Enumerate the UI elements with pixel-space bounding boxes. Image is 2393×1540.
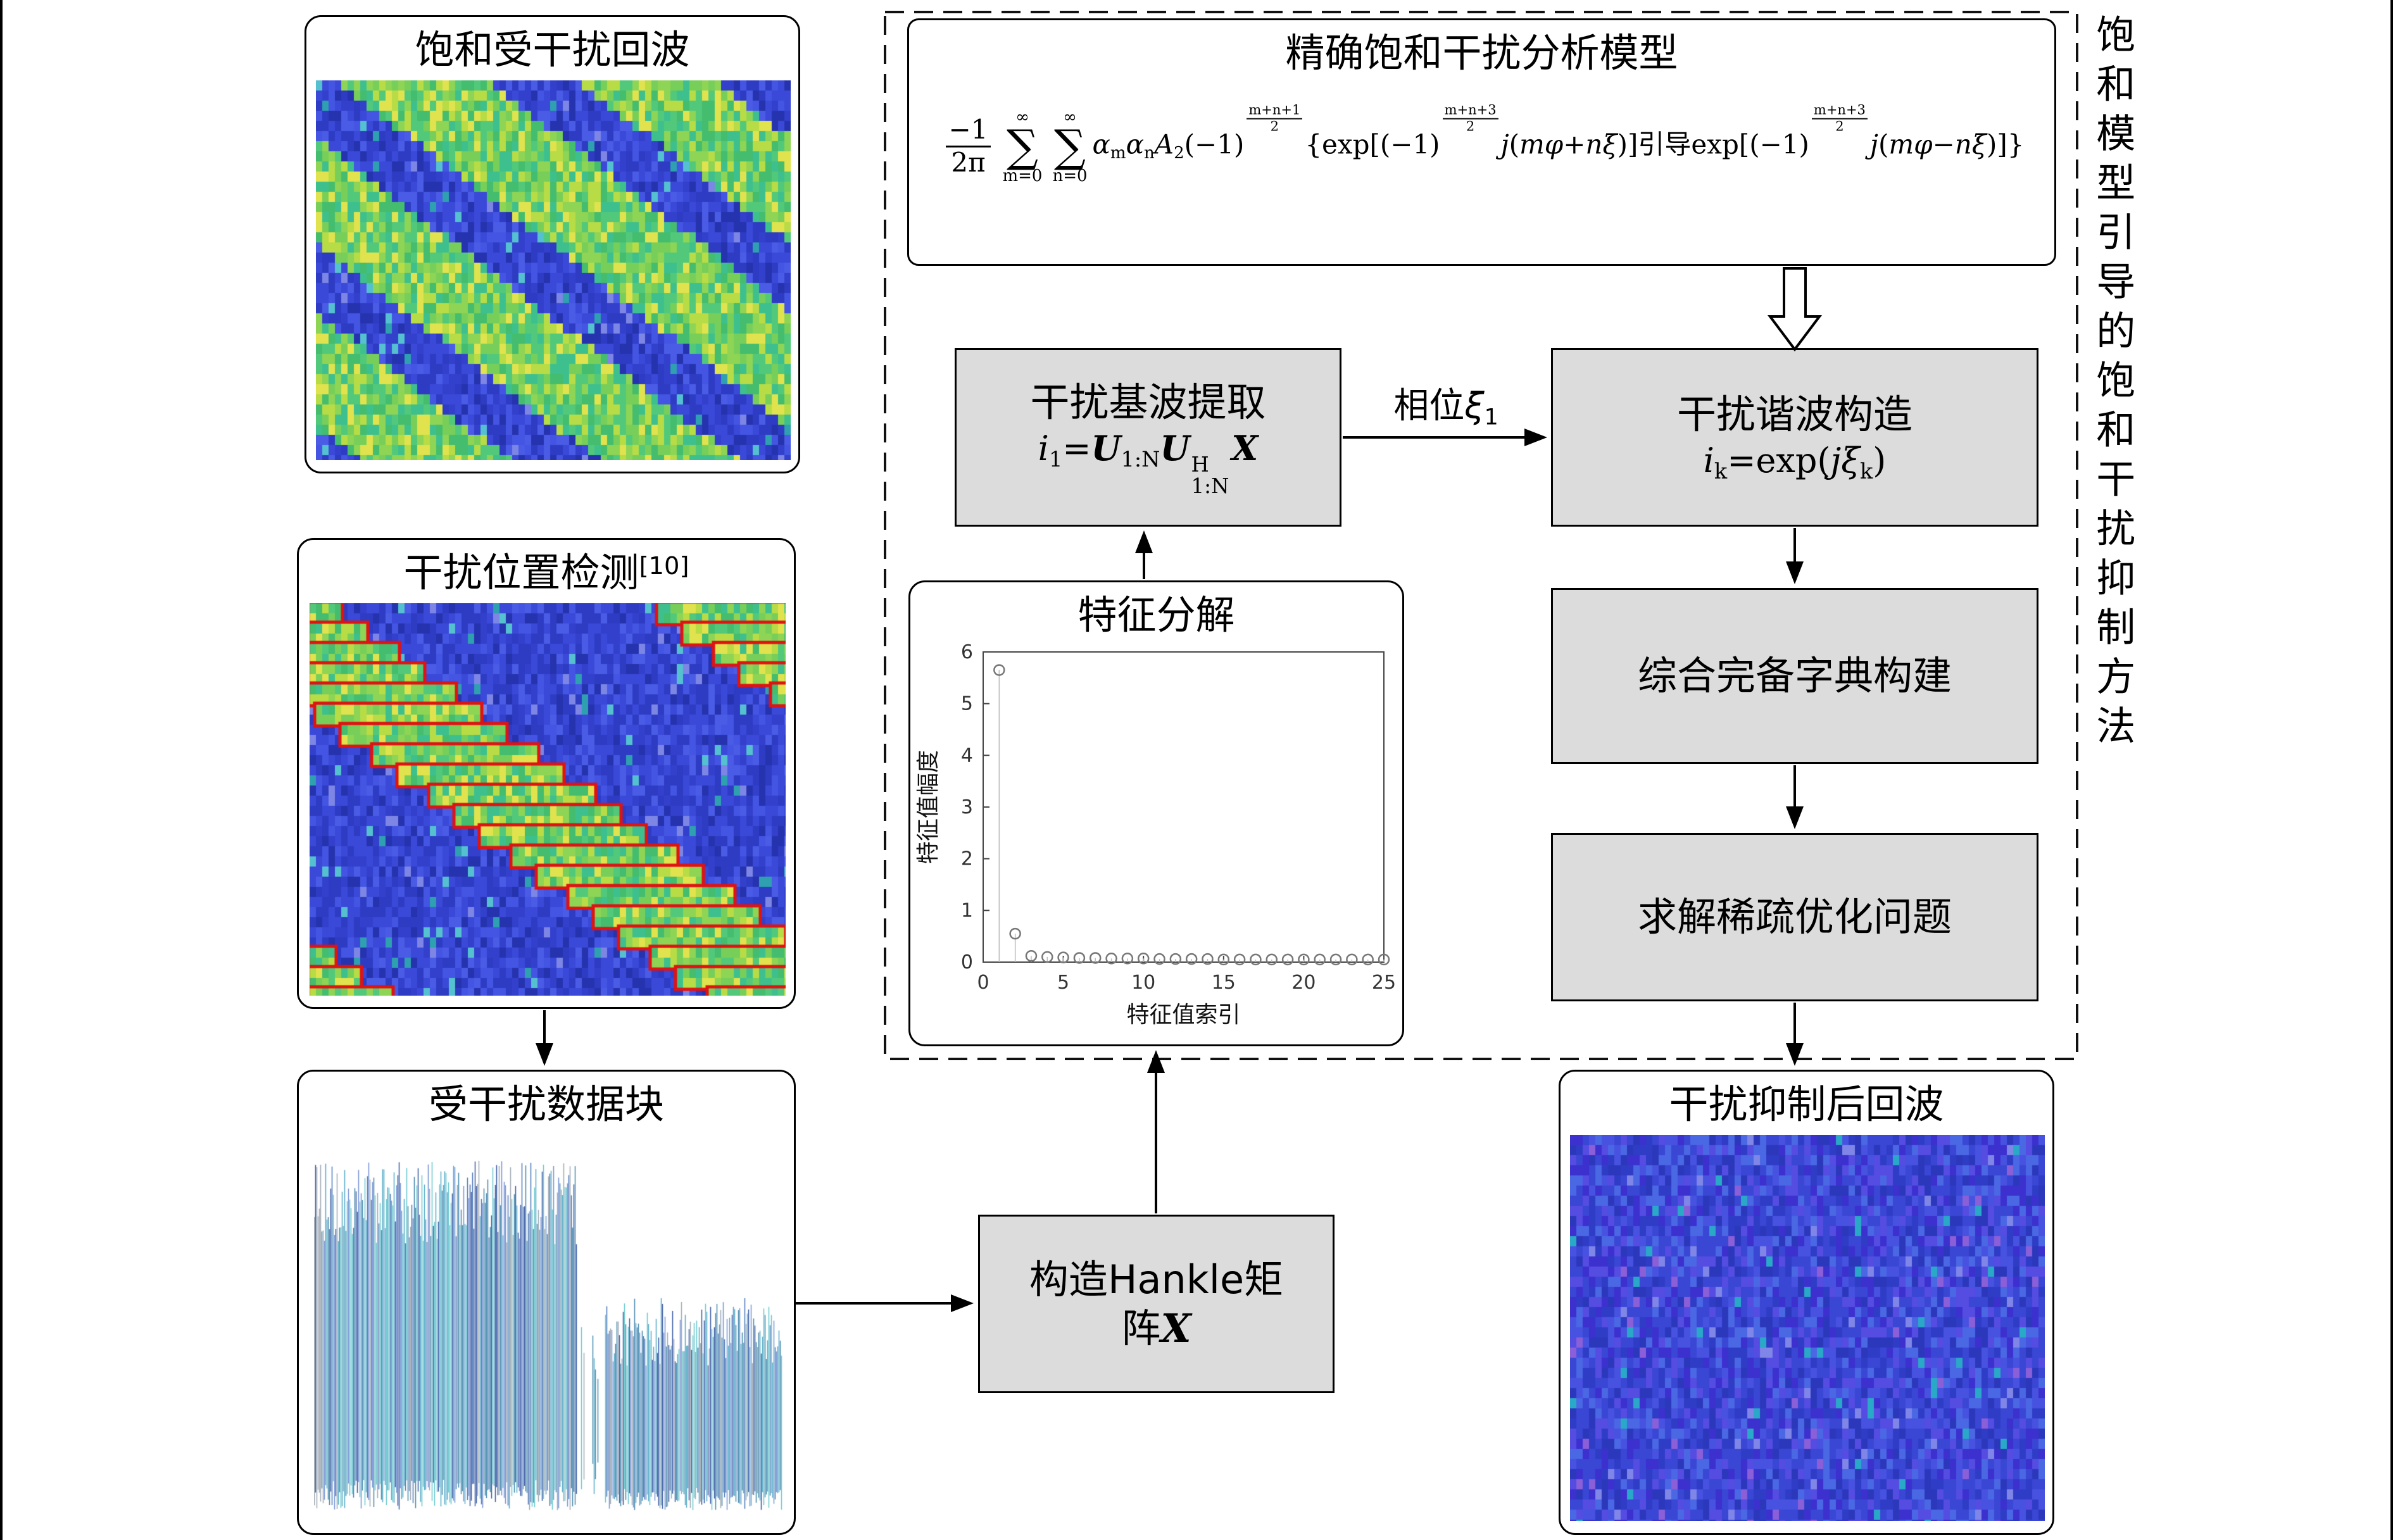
panel-suppressed-echo: 干扰抑制后回波	[1559, 1070, 2054, 1535]
svg-text:特征值索引: 特征值索引	[1126, 1002, 1240, 1028]
svg-text:6: 6	[961, 641, 973, 663]
panel-saturated-echo: 饱和受干扰回波	[305, 15, 800, 473]
heatmap-saturated-echo-image	[316, 80, 791, 460]
analysis-model-formula: −1 2π ∞ ∑ m=0 ∞ ∑ n=0 αmαnA2(−1) m+n+1 2 {exp[(−1) m…	[909, 103, 2054, 184]
svg-text:3: 3	[961, 796, 973, 818]
panel-title-eigen-decomposition: 特征分解	[1077, 592, 1235, 638]
panel-title-saturated-echo: 饱和受干扰回波	[415, 27, 690, 73]
panel-title-analysis-model: 精确饱和干扰分析模型	[1285, 30, 1678, 76]
heatmap-interference-detection-image	[310, 603, 786, 996]
panel-interference-detection: 干扰位置检测[10]	[297, 538, 796, 1009]
flow-box-fundamental-extraction: 干扰基波提取 i1=U1:NU H 1:N X	[955, 348, 1341, 527]
flow-box-sparse-optimization: 求解稀疏优化问题	[1551, 833, 2038, 1001]
panel-interfered-block: 受干扰数据块	[297, 1070, 796, 1535]
svg-text:2: 2	[961, 848, 973, 870]
panel-title-interference-detection: 干扰位置检测[10]	[403, 549, 689, 596]
flow-box-harmonic-construction: 干扰谐波构造 ik=exp(jξk)	[1551, 348, 2038, 527]
flow-box-dictionary-construction: 综合完备字典构建	[1551, 588, 2038, 764]
flow-label-harmonic-construction: 干扰谐波构造	[1676, 391, 1913, 438]
svg-text:5: 5	[961, 693, 973, 715]
svg-text:4: 4	[961, 744, 973, 767]
svg-text:20: 20	[1291, 972, 1316, 994]
svg-text:1: 1	[961, 899, 973, 922]
svg-text:10: 10	[1131, 972, 1155, 994]
svg-text:特征值幅度: 特征值幅度	[915, 750, 941, 864]
flow-label-hankel-matrix: 构造Hankle矩 阵X	[1029, 1256, 1284, 1352]
heatmap-suppressed-echo-image	[1570, 1135, 2045, 1521]
hollow-arrow-model-to-harmonic	[1768, 267, 1822, 352]
flow-box-hankel-matrix: 构造Hankle矩 阵X	[978, 1215, 1335, 1393]
panel-analysis-model: 精确饱和干扰分析模型 −1 2π ∞ ∑ m=0 ∞ ∑ n=0 αmαnA2(−1) m+n+1…	[907, 18, 2056, 266]
svg-text:5: 5	[1057, 972, 1069, 994]
flow-label-fundamental-extraction: 干扰基波提取	[1030, 379, 1266, 426]
svg-text:25: 25	[1372, 972, 1396, 994]
panel-title-suppressed-echo: 干扰抑制后回波	[1669, 1081, 1944, 1127]
svg-text:15: 15	[1212, 972, 1236, 994]
svg-text:0: 0	[977, 972, 989, 994]
eigenvalue-chart: 0 5 10 15 20 25 0 1 2 3 4 5 6 特征值索引 特征值幅度	[915, 641, 1396, 1028]
flow-formula-harmonic-construction: ik=exp(jξk)	[1703, 440, 1887, 484]
flow-label-sparse-optimization: 求解稀疏优化问题	[1637, 894, 1952, 941]
panel-title-interfered-block: 受干扰数据块	[428, 1081, 664, 1127]
side-caption: 饱和模型引导的饱和干扰抑制方法	[2089, 14, 2136, 754]
panel-eigen-decomposition: 特征分解 0 5 10 15 20 25 0 1 2 3 4 5 6 特征值索引 特征值幅度	[908, 580, 1404, 1046]
flow-formula-fundamental-extraction: i1=U1:NU H 1:N X	[1038, 427, 1259, 498]
phase-arrow-label: 相位ξ1	[1393, 385, 1498, 430]
svg-text:0: 0	[961, 951, 973, 973]
waveform-interfered-block-image	[314, 1138, 782, 1518]
flow-label-dictionary-construction: 综合完备字典构建	[1637, 653, 1952, 699]
